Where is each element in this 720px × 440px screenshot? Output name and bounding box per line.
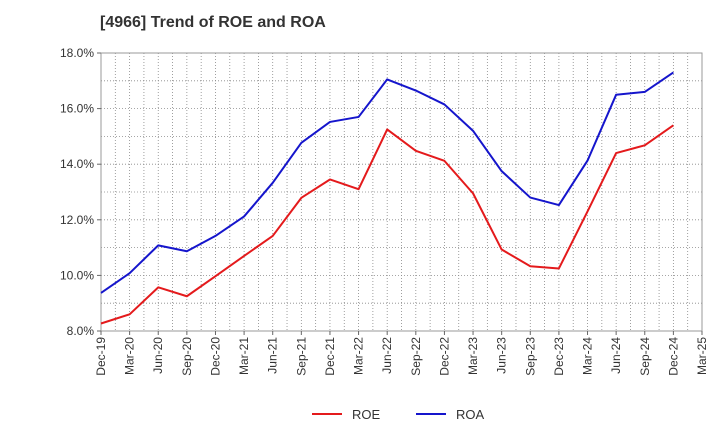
x-tick-label: Mar-22 xyxy=(352,337,366,375)
y-tick-label: 10.0% xyxy=(60,268,94,282)
x-tick-label: Sep-23 xyxy=(523,337,537,376)
x-tick-label: Sep-22 xyxy=(409,337,423,376)
y-axis: 8.0% 10.0% 12.0% 14.0% 16.0% 18.0% xyxy=(60,46,101,338)
x-tick-label: Dec-21 xyxy=(323,337,337,376)
x-tick-label: Jun-24 xyxy=(609,337,623,374)
plot-frame xyxy=(100,52,703,332)
x-tick-label: Mar-24 xyxy=(581,337,595,375)
y-tick-label: 16.0% xyxy=(60,102,94,116)
y-tick-label: 12.0% xyxy=(60,213,94,227)
x-tick-label: Mar-23 xyxy=(466,337,480,375)
series-line-roe xyxy=(100,124,674,325)
x-axis: Dec-19 Mar-20 Jun-20 Sep-20 Dec-20 Mar-21 Jun-… xyxy=(94,331,709,376)
series-layer xyxy=(100,71,674,325)
x-tick-label: Dec-24 xyxy=(666,337,680,376)
series-line-roa xyxy=(100,71,674,294)
x-tick-label: Sep-24 xyxy=(638,337,652,376)
y-tick-label: 8.0% xyxy=(67,324,95,338)
x-tick-label: Mar-25 xyxy=(695,337,709,375)
legend-label-roa: ROA xyxy=(456,407,485,422)
y-tick-label: 14.0% xyxy=(60,157,94,171)
chart-title: [4966] Trend of ROE and ROA xyxy=(100,14,326,31)
x-tick-label: Sep-20 xyxy=(180,337,194,376)
x-tick-label: Jun-21 xyxy=(266,337,280,374)
x-tick-label: Mar-21 xyxy=(237,337,251,375)
x-tick-label: Jun-23 xyxy=(495,337,509,374)
x-tick-label: Dec-23 xyxy=(552,337,566,376)
x-tick-label: Jun-20 xyxy=(151,337,165,374)
x-tick-label: Dec-22 xyxy=(437,337,451,376)
legend: ROE ROA xyxy=(312,407,485,422)
x-tick-label: Sep-21 xyxy=(294,337,308,376)
x-tick-label: Dec-20 xyxy=(208,337,222,376)
y-tick-label: 18.0% xyxy=(60,46,94,60)
legend-label-roe: ROE xyxy=(352,407,381,422)
x-tick-label: Mar-20 xyxy=(123,337,137,375)
x-tick-label: Dec-19 xyxy=(94,337,108,376)
grid xyxy=(100,52,703,332)
x-tick-label: Jun-22 xyxy=(380,337,394,374)
